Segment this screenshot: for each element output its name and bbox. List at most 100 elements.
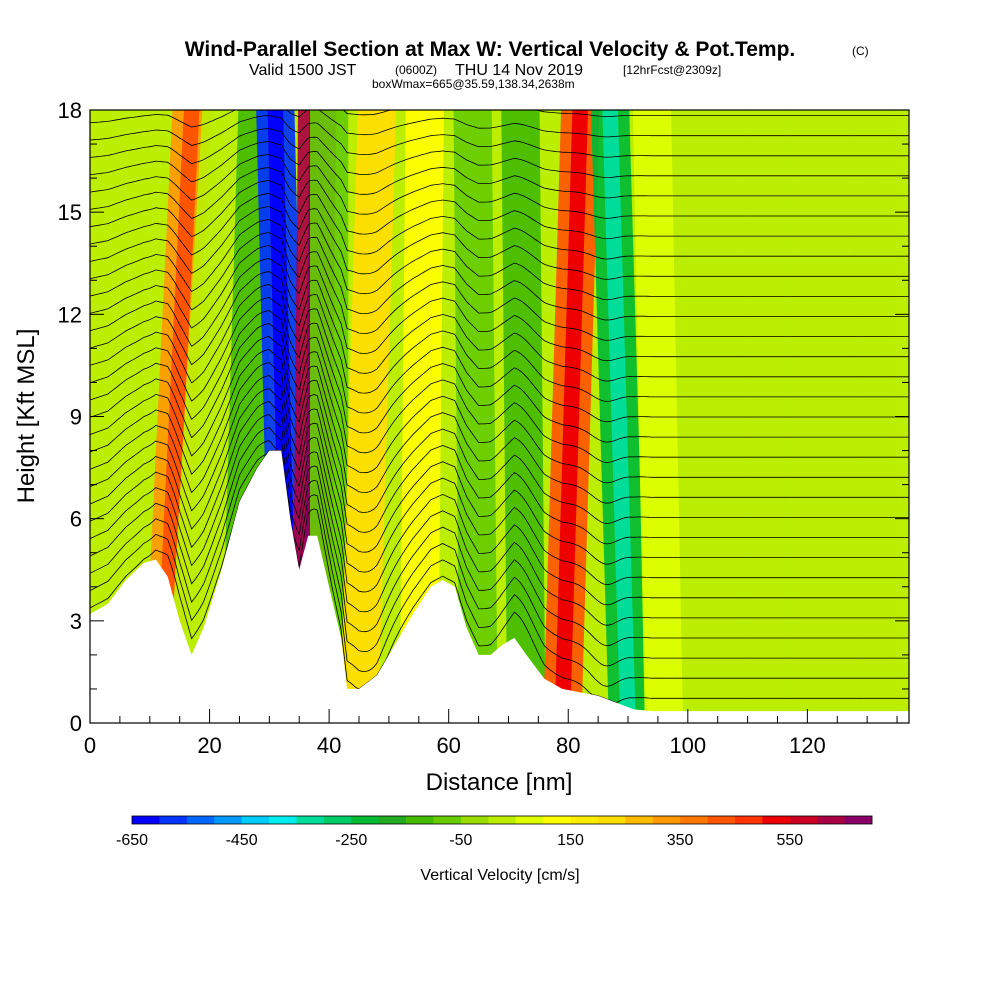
theta-contour (90, 297, 909, 443)
colorbar-tick-label: 350 (667, 832, 694, 849)
forecast-info: [12hrFcst@2309z] (623, 63, 721, 77)
colorbar-swatch (625, 816, 654, 824)
theta-contour (90, 115, 909, 158)
box-info: boxWmax=665@35.59,138.34,2638m (372, 77, 575, 91)
colorbar-swatch (652, 816, 681, 824)
colorbar-tick-label: -450 (226, 832, 258, 849)
x-tick-label: 120 (789, 733, 826, 758)
colorbar-tick-label: -650 (116, 832, 148, 849)
colorbar-swatch (570, 816, 599, 824)
x-axis-label: Distance [nm] (426, 769, 573, 796)
y-tick-label: 15 (58, 200, 82, 225)
colorbar-swatch (680, 816, 708, 824)
colorbar-tick-label: -50 (449, 832, 472, 849)
x-tick-label: 0 (84, 733, 96, 758)
theta-contour (90, 349, 909, 524)
colorbar-swatch (406, 816, 434, 824)
potential-temperature-contours (90, 110, 909, 704)
velocity-band-13 (746, 110, 785, 723)
plot-area (90, 110, 909, 723)
colorbar-swatch (817, 816, 845, 824)
x-axis: 0 20 40 60 80 100 120 (84, 709, 898, 758)
velocity-band-12 (632, 110, 684, 723)
colorbar-swatch (543, 816, 571, 824)
velocity-band-6 (339, 110, 397, 723)
theta-contour (90, 375, 909, 565)
colorbar (131, 815, 873, 825)
colorbar-swatch (378, 816, 407, 824)
colorbar-swatch (844, 816, 873, 824)
colorbar-swatch (488, 816, 517, 824)
theta-contour (90, 401, 909, 606)
theta-contour (90, 141, 909, 199)
y-tick-label: 9 (70, 405, 82, 430)
theta-contour (90, 245, 909, 362)
chart-title: Wind-Parallel Section at Max W: Vertical… (185, 38, 796, 61)
terrain-mask (90, 450, 909, 723)
x-tick-label: 80 (556, 733, 580, 758)
colorbar-swatch (214, 816, 242, 824)
theta-contour (90, 154, 909, 219)
colorbar-swatch (762, 816, 791, 824)
velocity-band-core-0 (153, 110, 200, 723)
colorbar-swatch (460, 816, 489, 824)
colorbar-swatch (597, 816, 626, 824)
velocity-band-1 (166, 110, 241, 723)
velocity-bands (142, 110, 899, 723)
theta-contour (90, 206, 909, 301)
theta-contour (90, 258, 909, 382)
colorbar-swatch (433, 816, 462, 824)
theta-contour (90, 219, 909, 321)
theta-contour (90, 110, 909, 138)
valid-date: THU 14 Nov 2019 (455, 62, 583, 79)
velocity-band-core-11 (602, 110, 636, 723)
colorbar-swatch (734, 816, 763, 824)
theta-contour (90, 440, 909, 667)
y-tick-label: 0 (70, 711, 82, 736)
theta-contour (90, 427, 909, 647)
colorbar-swatch (241, 816, 270, 824)
y-tick-label: 12 (58, 302, 82, 327)
colorbar-ticks: -650 -450 -250 -50 150 350 550 (116, 832, 803, 849)
valid-time-prefix: Valid 1500 JST (249, 62, 357, 79)
velocity-band-core-10 (554, 110, 588, 723)
x-tick-label: 60 (436, 733, 460, 758)
x-tick-label: 100 (669, 733, 706, 758)
theta-contour (90, 414, 909, 626)
theta-contour (90, 193, 909, 280)
colorbar-swatch (186, 816, 215, 824)
theta-contour (90, 362, 909, 545)
theta-contour (90, 271, 909, 402)
colorbar-swatch (159, 816, 188, 824)
theta-contour (90, 450, 909, 704)
theta-contour (90, 388, 909, 586)
colorbar-tick-label: 550 (776, 832, 803, 849)
theta-contour (90, 167, 909, 240)
colorbar-swatch (132, 816, 160, 824)
colorbar-swatch (323, 816, 352, 824)
colorbar-tick-label: -250 (335, 832, 367, 849)
y-tick-label: 18 (58, 98, 82, 123)
copyright-mark: (C) (852, 44, 869, 58)
colorbar-swatch (296, 816, 325, 824)
y-tick-label: 6 (70, 507, 82, 532)
x-tick-label: 20 (197, 733, 221, 758)
theta-contour (342, 110, 909, 117)
colorbar-swatch (351, 816, 379, 824)
theta-contour (90, 336, 909, 504)
theta-contour (90, 323, 909, 484)
theta-contour (90, 232, 909, 341)
colorbar-swatch (269, 816, 297, 824)
colorbar-frame (131, 815, 873, 825)
theta-contour (90, 310, 909, 463)
colorbar-tick-label: 150 (557, 832, 584, 849)
y-axis: 0 3 6 9 12 15 18 (58, 98, 909, 736)
theta-contour (90, 450, 909, 687)
velocity-band-7 (399, 110, 444, 723)
velocity-band-14 (854, 110, 899, 723)
colorbar-swatch (515, 816, 544, 824)
y-axis-label: Height [Kft MSL] (13, 329, 40, 504)
y-tick-label: 3 (70, 609, 82, 634)
colorbar-swatch (707, 816, 736, 824)
